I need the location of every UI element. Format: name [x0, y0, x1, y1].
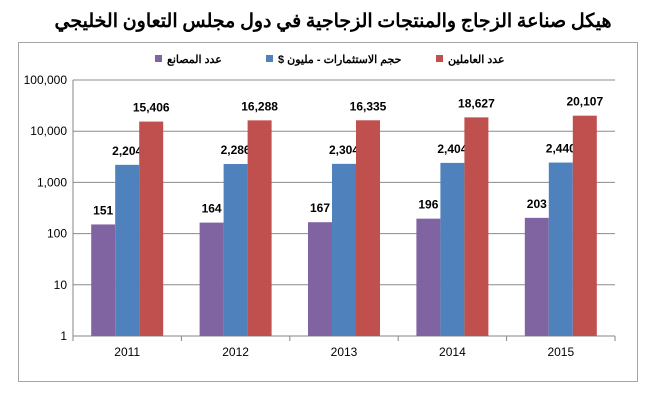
bar: [199, 222, 224, 336]
bar: [332, 163, 356, 336]
data-label: 16,288: [241, 99, 278, 113]
bar: [356, 120, 380, 336]
x-tick-label: 2011: [114, 345, 140, 359]
data-label: 2,204: [112, 144, 142, 158]
data-label: 2,286: [221, 143, 251, 157]
bar: [416, 218, 441, 336]
data-label: 16,335: [350, 99, 387, 113]
bar: [115, 164, 140, 336]
legend-label: عدد العاملين: [448, 54, 505, 66]
data-label: 164: [202, 202, 222, 216]
data-label: 2,440: [546, 142, 576, 156]
chart-frame: [18, 42, 638, 382]
data-label: 203: [527, 197, 547, 211]
legend-swatch: [266, 55, 273, 62]
data-label: 2,304: [329, 143, 359, 157]
bar: [524, 217, 549, 336]
legend-swatch: [436, 55, 443, 62]
y-tick-label: 1: [60, 329, 67, 343]
bar: [464, 117, 489, 336]
x-tick-label: 2015: [547, 345, 574, 359]
data-label: 196: [418, 198, 438, 212]
chart-title: هيكل صناعة الزجاج والمنتجات الزجاجية في …: [54, 11, 612, 32]
x-tick-label: 2013: [331, 345, 358, 359]
bar: [548, 162, 573, 336]
y-tick-label: 10: [54, 278, 68, 292]
bar: [91, 224, 116, 336]
legend-label: عدد المصانع: [167, 54, 222, 66]
y-tick-label: 1,000: [37, 175, 67, 189]
data-label: 151: [93, 203, 113, 217]
data-label: 2,404: [437, 142, 467, 156]
data-label: 20,107: [566, 95, 603, 109]
bar: [247, 120, 272, 336]
bar: [572, 115, 597, 337]
y-tick-label: 100: [47, 227, 67, 241]
data-label: 18,627: [458, 96, 495, 110]
data-label: 167: [310, 201, 330, 215]
bar: [223, 164, 248, 336]
bar: [440, 162, 465, 336]
legend-swatch: [155, 55, 162, 62]
y-tick-label: 100,000: [24, 73, 68, 87]
x-tick-label: 2012: [222, 345, 249, 359]
bar: [139, 121, 164, 337]
bar: [308, 222, 332, 336]
y-tick-label: 10,000: [30, 124, 67, 138]
x-tick-label: 2014: [439, 345, 466, 359]
data-label: 15,406: [133, 101, 170, 115]
legend-label: حجم الاستثمارات - مليون $: [278, 54, 402, 66]
